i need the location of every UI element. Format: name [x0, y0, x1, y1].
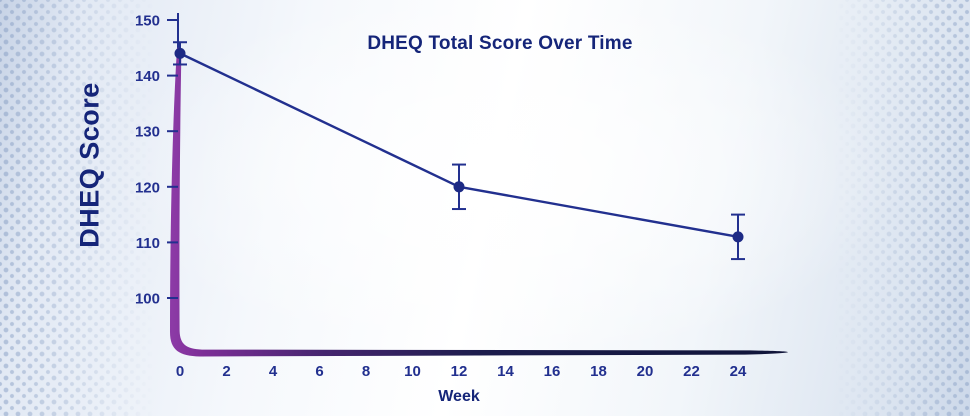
x-tick-label: 0	[176, 363, 184, 380]
x-tick-label: 18	[590, 363, 607, 380]
data-point	[453, 181, 465, 193]
x-tick-label: 10	[404, 363, 421, 380]
data-point	[732, 231, 744, 243]
data-point	[174, 47, 186, 59]
x-tick-label: 6	[315, 363, 323, 380]
x-tick-label: 20	[637, 363, 654, 380]
y-tick-label: 110	[136, 235, 160, 252]
x-tick-label: 12	[451, 363, 468, 380]
y-tick-label: 140	[135, 68, 160, 85]
chart-title: DHEQ Total Score Over Time	[367, 33, 633, 54]
x-tick-label: 8	[362, 363, 370, 380]
y-tick-label: 120	[135, 179, 160, 196]
y-tick-label: 150	[135, 13, 160, 30]
x-tick-label: 22	[683, 363, 700, 380]
x-tick-label: 4	[269, 363, 278, 380]
x-axis-label: Week	[438, 388, 480, 405]
y-tick-label: 130	[135, 124, 160, 141]
x-tick-label: 14	[497, 363, 514, 380]
y-tick-label: 100	[135, 291, 160, 308]
x-tick-label: 2	[222, 363, 230, 380]
x-tick-label: 24	[730, 363, 747, 380]
x-tick-label: 16	[544, 363, 561, 380]
